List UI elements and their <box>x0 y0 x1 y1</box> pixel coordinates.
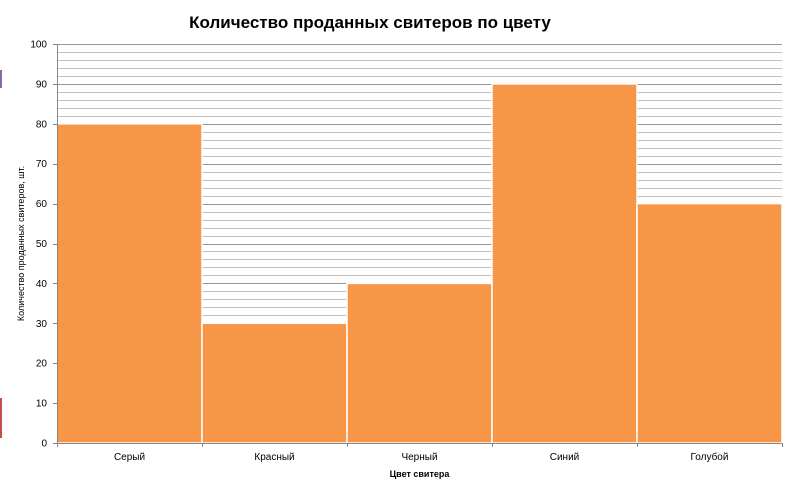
y-tick-label: 40 <box>36 279 48 290</box>
x-tick-label: Черный <box>401 452 437 463</box>
x-tick-labels: Серый Красный Черный Синий Голубой <box>57 443 783 463</box>
y-axis-label: Количество проданных свитеров, шт. <box>16 166 26 321</box>
y-tick-label: 10 <box>36 399 48 410</box>
y-tick-label: 50 <box>36 239 48 250</box>
x-tick-label: Серый <box>114 452 145 463</box>
y-tick-label: 0 <box>41 439 47 450</box>
y-tick-label: 70 <box>36 159 48 170</box>
y-tick-label: 80 <box>36 119 48 130</box>
y-tick-label: 90 <box>36 79 48 90</box>
y-tick-label: 30 <box>36 319 48 330</box>
bar-0 <box>56 123 203 444</box>
bar-3 <box>491 83 638 444</box>
left-edge-accent <box>0 70 2 88</box>
chart-title: Количество проданных свитеров по цвету <box>189 13 551 32</box>
bar-4 <box>636 202 783 444</box>
y-tick-label: 20 <box>36 359 48 370</box>
left-edge-accent-lower <box>0 398 2 438</box>
bar-2 <box>346 282 493 444</box>
x-tick-label: Красный <box>254 452 294 463</box>
y-tick-label: 60 <box>36 199 48 210</box>
y-tick-label: 100 <box>30 40 47 51</box>
bars <box>56 83 783 444</box>
x-axis-label: Цвет свитера <box>390 469 451 479</box>
axes <box>57 44 782 444</box>
x-tick-label: Синий <box>550 452 580 463</box>
y-tick-labels: 0 10 20 30 40 50 60 70 80 90 100 <box>30 40 57 450</box>
bar-1 <box>201 322 348 444</box>
x-tick-label: Голубой <box>691 451 729 463</box>
